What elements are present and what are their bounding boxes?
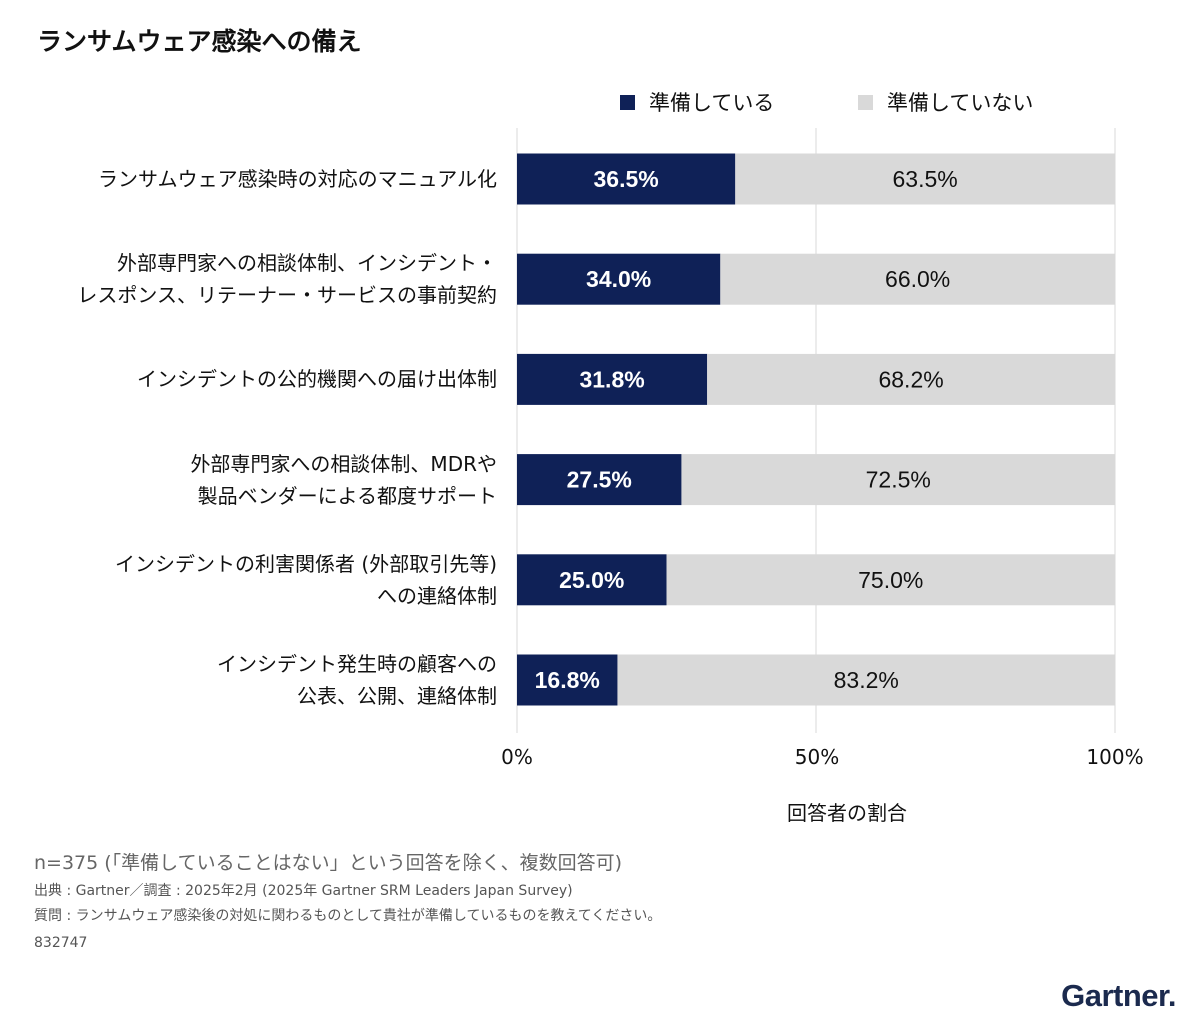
x-tick-label: 0%	[501, 745, 533, 769]
category-label-line: 外部専門家への相談体制、インシデント・	[117, 251, 497, 276]
x-tick-label: 50%	[794, 745, 840, 769]
category-label-line: 製品ベンダーによる都度サポート	[197, 483, 497, 508]
bar-prepared	[517, 654, 618, 706]
data-label-prepared: 25.0%	[559, 567, 624, 593]
bar-not-prepared	[681, 454, 1115, 506]
data-label-prepared: 16.8%	[535, 667, 600, 693]
legend-item-not-prepared: 準備していない	[858, 88, 1033, 116]
bar-not-prepared	[617, 654, 1115, 706]
bar-not-prepared	[735, 153, 1115, 205]
data-label-not-prepared: 83.2%	[834, 667, 899, 693]
legend-label-prepared: 準備している	[649, 91, 775, 115]
category-label: ランサムウェア感染時の対応のマニュアル化	[17, 163, 497, 195]
data-label-not-prepared: 68.2%	[878, 366, 943, 392]
category-label-line: インシデント発生時の顧客への	[217, 652, 497, 676]
data-label-not-prepared: 75.0%	[858, 567, 923, 593]
legend-swatch-not-prepared	[858, 94, 873, 110]
x-tick-label: 100%	[1086, 745, 1144, 769]
category-label-line: への連絡体制	[377, 583, 497, 608]
data-label-prepared: 27.5%	[567, 467, 632, 493]
bar-not-prepared	[666, 554, 1115, 606]
question-note: 質問 : ランサムウェア感染後の対処に関わるものとして貴社が準備しているものを教…	[34, 908, 662, 924]
data-label-prepared: 34.0%	[586, 266, 651, 292]
data-label-not-prepared: 63.5%	[893, 166, 958, 192]
category-label: 外部専門家への相談体制、MDRや製品ベンダーによる都度サポート	[17, 448, 497, 512]
category-label-line: 公表、公開、連絡体制	[297, 684, 497, 708]
category-label-line: ランサムウェア感染時の対応のマニュアル化	[98, 167, 497, 191]
bar-prepared	[517, 153, 736, 205]
data-label-not-prepared: 66.0%	[885, 266, 950, 292]
chart-id: 832747	[34, 935, 88, 951]
category-label: 外部専門家への相談体制、インシデント・レスポンス、リテーナー・サービスの事前契約	[17, 247, 497, 311]
bar-prepared	[517, 253, 721, 305]
data-label-not-prepared: 72.5%	[866, 467, 931, 493]
category-label-line: レスポンス、リテーナー・サービスの事前契約	[77, 283, 497, 308]
category-label: インシデントの公的機関への届け出体制	[17, 363, 497, 395]
x-axis-label: 回答者の割合	[787, 801, 907, 825]
bar-prepared	[517, 554, 667, 606]
bar-not-prepared	[707, 353, 1115, 405]
legend-item-prepared: 準備している	[620, 88, 774, 116]
data-label-prepared: 31.8%	[579, 366, 644, 392]
bar-not-prepared	[720, 253, 1115, 305]
category-label-line: 外部専門家への相談体制、MDRや	[190, 451, 497, 476]
bar-prepared	[517, 353, 708, 405]
data-label-prepared: 36.5%	[594, 166, 659, 192]
category-label-line: インシデントの公的機関への届け出体制	[137, 367, 497, 392]
source-note: 出典 : Gartner／調査 : 2025年2月 (2025年 Gartner…	[34, 883, 573, 899]
category-label-line: インシデントの利害関係者 (外部取引先等)	[115, 551, 497, 576]
bar-prepared	[517, 454, 682, 506]
gartner-logo: Gartner.	[1061, 978, 1176, 1013]
legend-swatch-prepared	[620, 94, 635, 110]
legend-label-not-prepared: 準備していない	[887, 91, 1034, 115]
sample-note: n=375 (「準備していることはない」という回答を除く、複数回答可)	[34, 852, 623, 874]
category-label: インシデント発生時の顧客への公表、公開、連絡体制	[17, 648, 497, 712]
chart-title: ランサムウェア感染への備え	[37, 27, 362, 56]
category-label: インシデントの利害関係者 (外部取引先等) への連絡体制	[17, 548, 497, 612]
